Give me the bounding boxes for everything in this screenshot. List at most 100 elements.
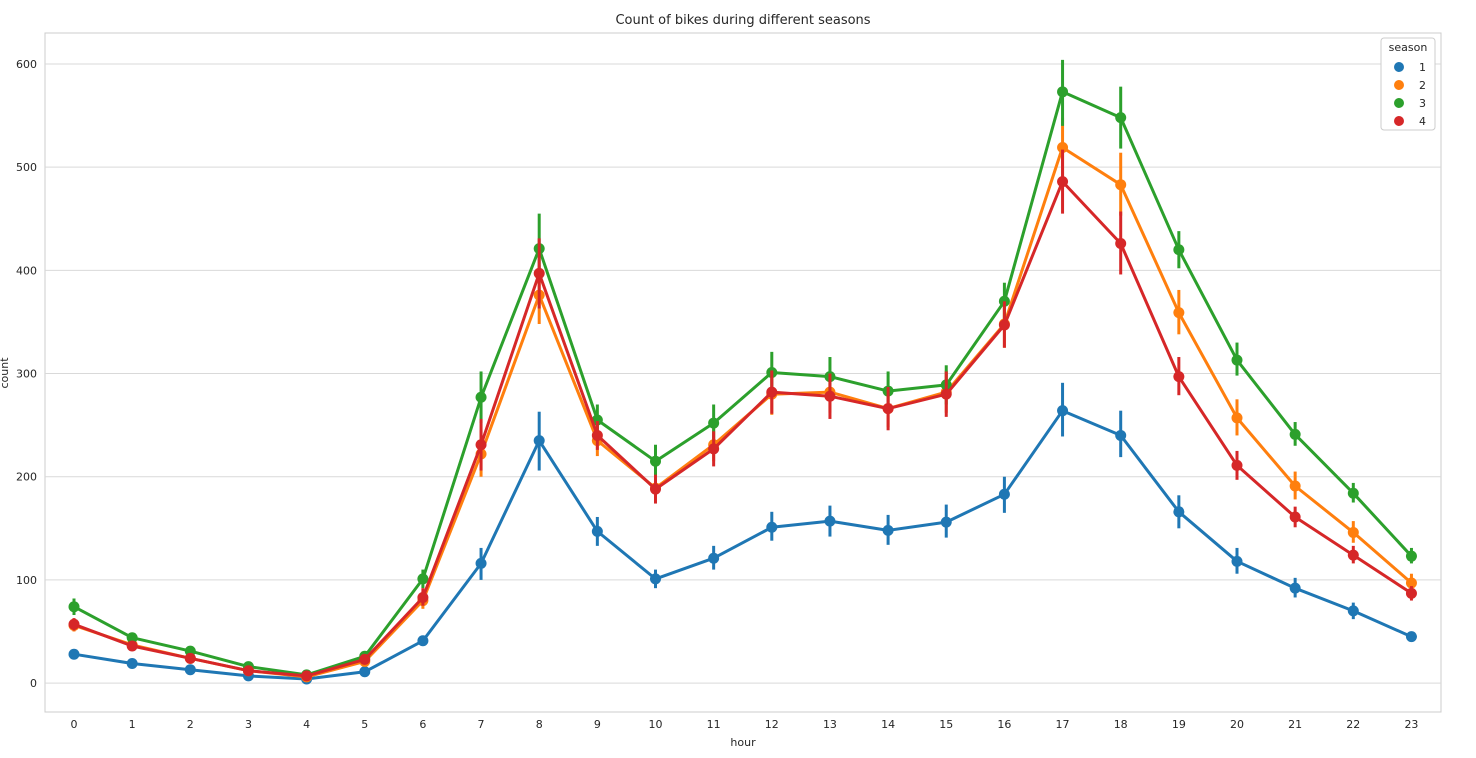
y-tick-label: 600	[16, 58, 37, 71]
x-tick-label: 19	[1172, 718, 1186, 731]
x-tick-label: 2	[187, 718, 194, 731]
data-point	[475, 557, 487, 569]
data-point	[940, 388, 952, 400]
data-point	[882, 403, 894, 415]
x-tick-label: 21	[1288, 718, 1302, 731]
data-point	[824, 390, 836, 402]
data-point	[126, 632, 138, 644]
x-tick-label: 13	[823, 718, 837, 731]
legend-marker-2	[1394, 80, 1404, 90]
data-point	[708, 417, 720, 429]
data-point	[591, 525, 603, 537]
data-point	[1347, 526, 1359, 538]
x-tick-label: 14	[881, 718, 895, 731]
x-tick-label: 20	[1230, 718, 1244, 731]
x-tick-label: 16	[997, 718, 1011, 731]
data-point	[126, 658, 138, 669]
x-tick-label: 7	[478, 718, 485, 731]
data-point	[824, 515, 836, 527]
y-tick-label: 100	[16, 574, 37, 587]
data-point	[940, 516, 952, 528]
x-tick-label: 15	[939, 718, 953, 731]
data-point	[1289, 480, 1301, 492]
series-layer	[68, 59, 1417, 685]
y-tick-label: 500	[16, 161, 37, 174]
data-point	[1231, 354, 1243, 366]
data-point	[184, 664, 196, 676]
y-tick-label: 0	[30, 677, 37, 690]
x-tick-label: 11	[707, 718, 721, 731]
legend-label-4: 4	[1419, 115, 1426, 128]
x-tick-label: 0	[71, 718, 78, 731]
data-point	[417, 573, 429, 585]
data-point	[359, 666, 371, 678]
x-tick-label: 9	[594, 718, 601, 731]
data-point	[126, 640, 138, 652]
data-point	[68, 648, 80, 660]
data-point	[475, 439, 487, 451]
data-point	[708, 552, 720, 564]
x-axis-label: hour	[730, 736, 756, 749]
legend-box	[1380, 37, 1436, 131]
data-point	[242, 665, 254, 677]
data-point	[475, 391, 487, 403]
x-tick-label: 10	[649, 718, 663, 731]
data-point	[1057, 86, 1069, 98]
data-point	[1289, 511, 1301, 523]
data-point	[1231, 459, 1243, 471]
x-tick-label: 6	[419, 718, 426, 731]
data-point	[1405, 577, 1417, 589]
legend-label-2: 2	[1419, 79, 1426, 92]
data-point	[1057, 176, 1069, 188]
data-point	[359, 653, 371, 665]
data-point	[1347, 605, 1359, 617]
data-point	[1173, 244, 1185, 256]
data-point	[1057, 142, 1069, 154]
data-point	[1057, 405, 1069, 417]
data-point	[1231, 412, 1243, 424]
x-tick-label: 17	[1056, 718, 1070, 731]
x-tick-label: 22	[1346, 718, 1360, 731]
legend-marker-4	[1394, 116, 1404, 126]
data-point	[417, 635, 429, 647]
y-tick-label: 300	[16, 368, 37, 381]
data-point	[68, 601, 80, 613]
data-point	[1173, 307, 1185, 319]
y-tick-label: 400	[16, 264, 37, 277]
data-point	[650, 573, 661, 585]
legend-title: season	[1389, 41, 1428, 54]
data-point	[650, 455, 661, 467]
data-point	[1347, 487, 1359, 499]
data-point	[1405, 550, 1417, 562]
x-tick-label: 4	[303, 718, 310, 731]
data-point	[1115, 238, 1127, 250]
data-point	[1405, 631, 1417, 643]
legend-marker-3	[1394, 98, 1404, 108]
data-point	[766, 521, 778, 533]
x-tick-label: 12	[765, 718, 779, 731]
x-tick-label: 1	[129, 718, 136, 731]
data-point	[998, 488, 1010, 500]
x-tick-label: 3	[245, 718, 252, 731]
x-tick-label: 5	[361, 718, 368, 731]
data-point	[1405, 587, 1417, 599]
legend: season 1 2 3 4	[1380, 37, 1436, 131]
data-point	[708, 443, 720, 455]
data-point	[417, 591, 429, 603]
data-point	[591, 414, 603, 426]
data-point	[533, 267, 545, 279]
series-line	[72, 409, 1413, 681]
chart-title: Count of bikes during different seasons	[615, 13, 870, 28]
plot-background	[44, 32, 1442, 713]
data-point	[882, 524, 894, 536]
data-point	[591, 429, 603, 441]
series-line	[72, 180, 1413, 678]
data-point	[1231, 555, 1243, 567]
data-point	[766, 386, 778, 398]
data-point	[184, 652, 196, 664]
data-point	[1173, 371, 1185, 383]
data-point	[1173, 506, 1185, 518]
data-point	[1115, 179, 1127, 191]
